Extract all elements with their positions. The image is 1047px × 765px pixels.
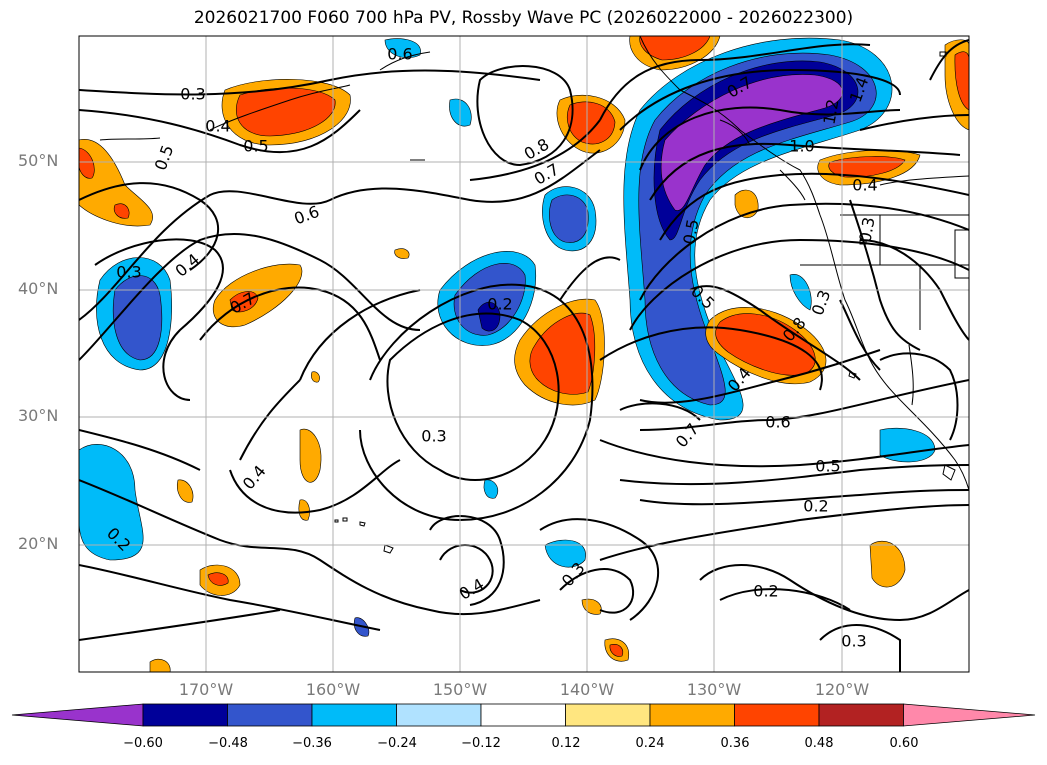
lon-label-160w: 160°W: [305, 680, 361, 699]
contour-label: 1.0: [789, 137, 814, 156]
contour-label: 0.2: [753, 582, 778, 601]
contour-label-group: 0.5: [679, 218, 702, 246]
neg-anomaly: [79, 444, 144, 561]
contour-label-group: 0.3: [116, 263, 141, 282]
contour-label: 0.2: [803, 497, 828, 516]
contour-label: 0.3: [855, 216, 878, 244]
neg-anomaly: [483, 479, 499, 499]
contour-label: 0.3: [180, 85, 205, 104]
lat-label-20n: 20°N: [18, 534, 59, 553]
neg-anomaly: [544, 539, 586, 568]
colorbar-extend-min: [11, 703, 144, 727]
colorbar-swatch: [396, 703, 482, 727]
contour-label-group: 1.0: [789, 137, 814, 156]
contour-label-group: 0.3: [180, 85, 205, 104]
pos-anomaly: [298, 499, 310, 521]
contour-label: 0.5: [679, 218, 702, 246]
contour-label-group: 0.3: [855, 216, 878, 244]
lon-label-130w: 130°W: [686, 680, 742, 699]
pos-anomaly: [394, 248, 410, 259]
pos-anomaly: [149, 658, 171, 672]
lon-label-140w: 140°W: [559, 680, 615, 699]
contour-label: 0.3: [421, 427, 446, 446]
contour-label: 0.6: [387, 45, 412, 64]
colorbar-tick-label: −0.12: [461, 736, 501, 751]
colorbar-swatch: [311, 703, 397, 727]
pos-anomaly: [299, 428, 322, 483]
lon-label-170w: 170°W: [178, 680, 234, 699]
pos-anomaly: [177, 479, 194, 503]
lat-label-50n: 50°N: [18, 151, 59, 170]
pos-anomaly: [79, 147, 95, 179]
map-title: 2026021700 F060 700 hPa PV, Rossby Wave …: [193, 8, 854, 28]
contour-label: 0.3: [841, 632, 866, 651]
lon-label-120w: 120°W: [814, 680, 870, 699]
contour-label-group: 0.5: [243, 137, 268, 156]
neg-anomaly: [384, 38, 421, 59]
pos-anomaly: [207, 572, 229, 586]
contour-label-group: 0.2: [803, 497, 828, 516]
contour-label-group: 1.2: [819, 98, 842, 126]
contour-label: 0.4: [852, 176, 877, 195]
colorbar-swatch: [565, 703, 651, 727]
colorbar-swatch: [649, 703, 735, 727]
colorbar-swatch: [734, 703, 820, 727]
coastlines: [99, 36, 969, 491]
pos-anomaly: [639, 36, 711, 61]
neg-anomaly: [453, 263, 526, 336]
islands: [334, 51, 956, 554]
colorbar-swatch: [227, 703, 313, 727]
colorbar-tick-label: −0.48: [208, 736, 248, 751]
contour-label: 0.5: [815, 457, 840, 476]
shaded-anomalies: [79, 36, 969, 672]
neg-anomaly: [549, 194, 589, 243]
colorbar-tick-label: −0.36: [292, 736, 332, 751]
neg-anomaly: [112, 275, 163, 361]
colorbar-tick-label: −0.60: [123, 736, 163, 751]
pos-anomaly: [954, 51, 969, 111]
colorbar-tick-label: 0.36: [720, 736, 750, 751]
contour-label-group: 0.2: [487, 295, 512, 314]
lat-label-30n: 30°N: [18, 406, 59, 425]
contour-label-group: 0.6: [387, 45, 412, 64]
colorbar-tick-label: 0.60: [889, 736, 919, 751]
contour-label: 0.5: [243, 137, 268, 156]
contour-label-group: 0.3: [421, 427, 446, 446]
colorbar-tick-label: 0.24: [635, 736, 665, 751]
pos-anomaly: [869, 540, 906, 588]
pos-anomaly: [609, 644, 624, 657]
contour-label-group: 0.5: [815, 457, 840, 476]
contour-label-group: 0.4: [205, 117, 230, 136]
gridlines: [79, 36, 969, 672]
lat-label-40n: 40°N: [18, 279, 59, 298]
pos-anomaly: [113, 203, 130, 219]
colorbar: [11, 703, 1036, 727]
contour-label-group: 0.2: [753, 582, 778, 601]
colorbar-swatch: [480, 703, 566, 727]
contour-label: 0.2: [487, 295, 512, 314]
contour-label: 0.3: [116, 263, 141, 282]
contour-label-group: 0.6: [765, 413, 790, 432]
contour-label: 0.4: [205, 117, 230, 136]
contour-label: 0.6: [765, 413, 790, 432]
neg-anomaly: [660, 74, 843, 211]
colorbar-tick-label: 0.12: [551, 736, 581, 751]
colorbar-swatch: [142, 703, 228, 727]
pv-contours: [79, 39, 969, 672]
lon-label-150w: 150°W: [432, 680, 488, 699]
contour-label-group: 0.3: [841, 632, 866, 651]
neg-anomaly: [789, 274, 812, 311]
contour-label-group: 0.4: [852, 176, 877, 195]
map-frame: [78, 35, 970, 673]
colorbar-tick-label: 0.48: [804, 736, 834, 751]
pos-anomaly: [311, 371, 320, 383]
contour-label: 1.2: [819, 98, 842, 126]
colorbar-tick-label: −0.24: [377, 736, 417, 751]
colorbar-extend-max: [903, 703, 1036, 727]
colorbar-swatch: [818, 703, 904, 727]
pos-anomaly: [79, 139, 153, 227]
